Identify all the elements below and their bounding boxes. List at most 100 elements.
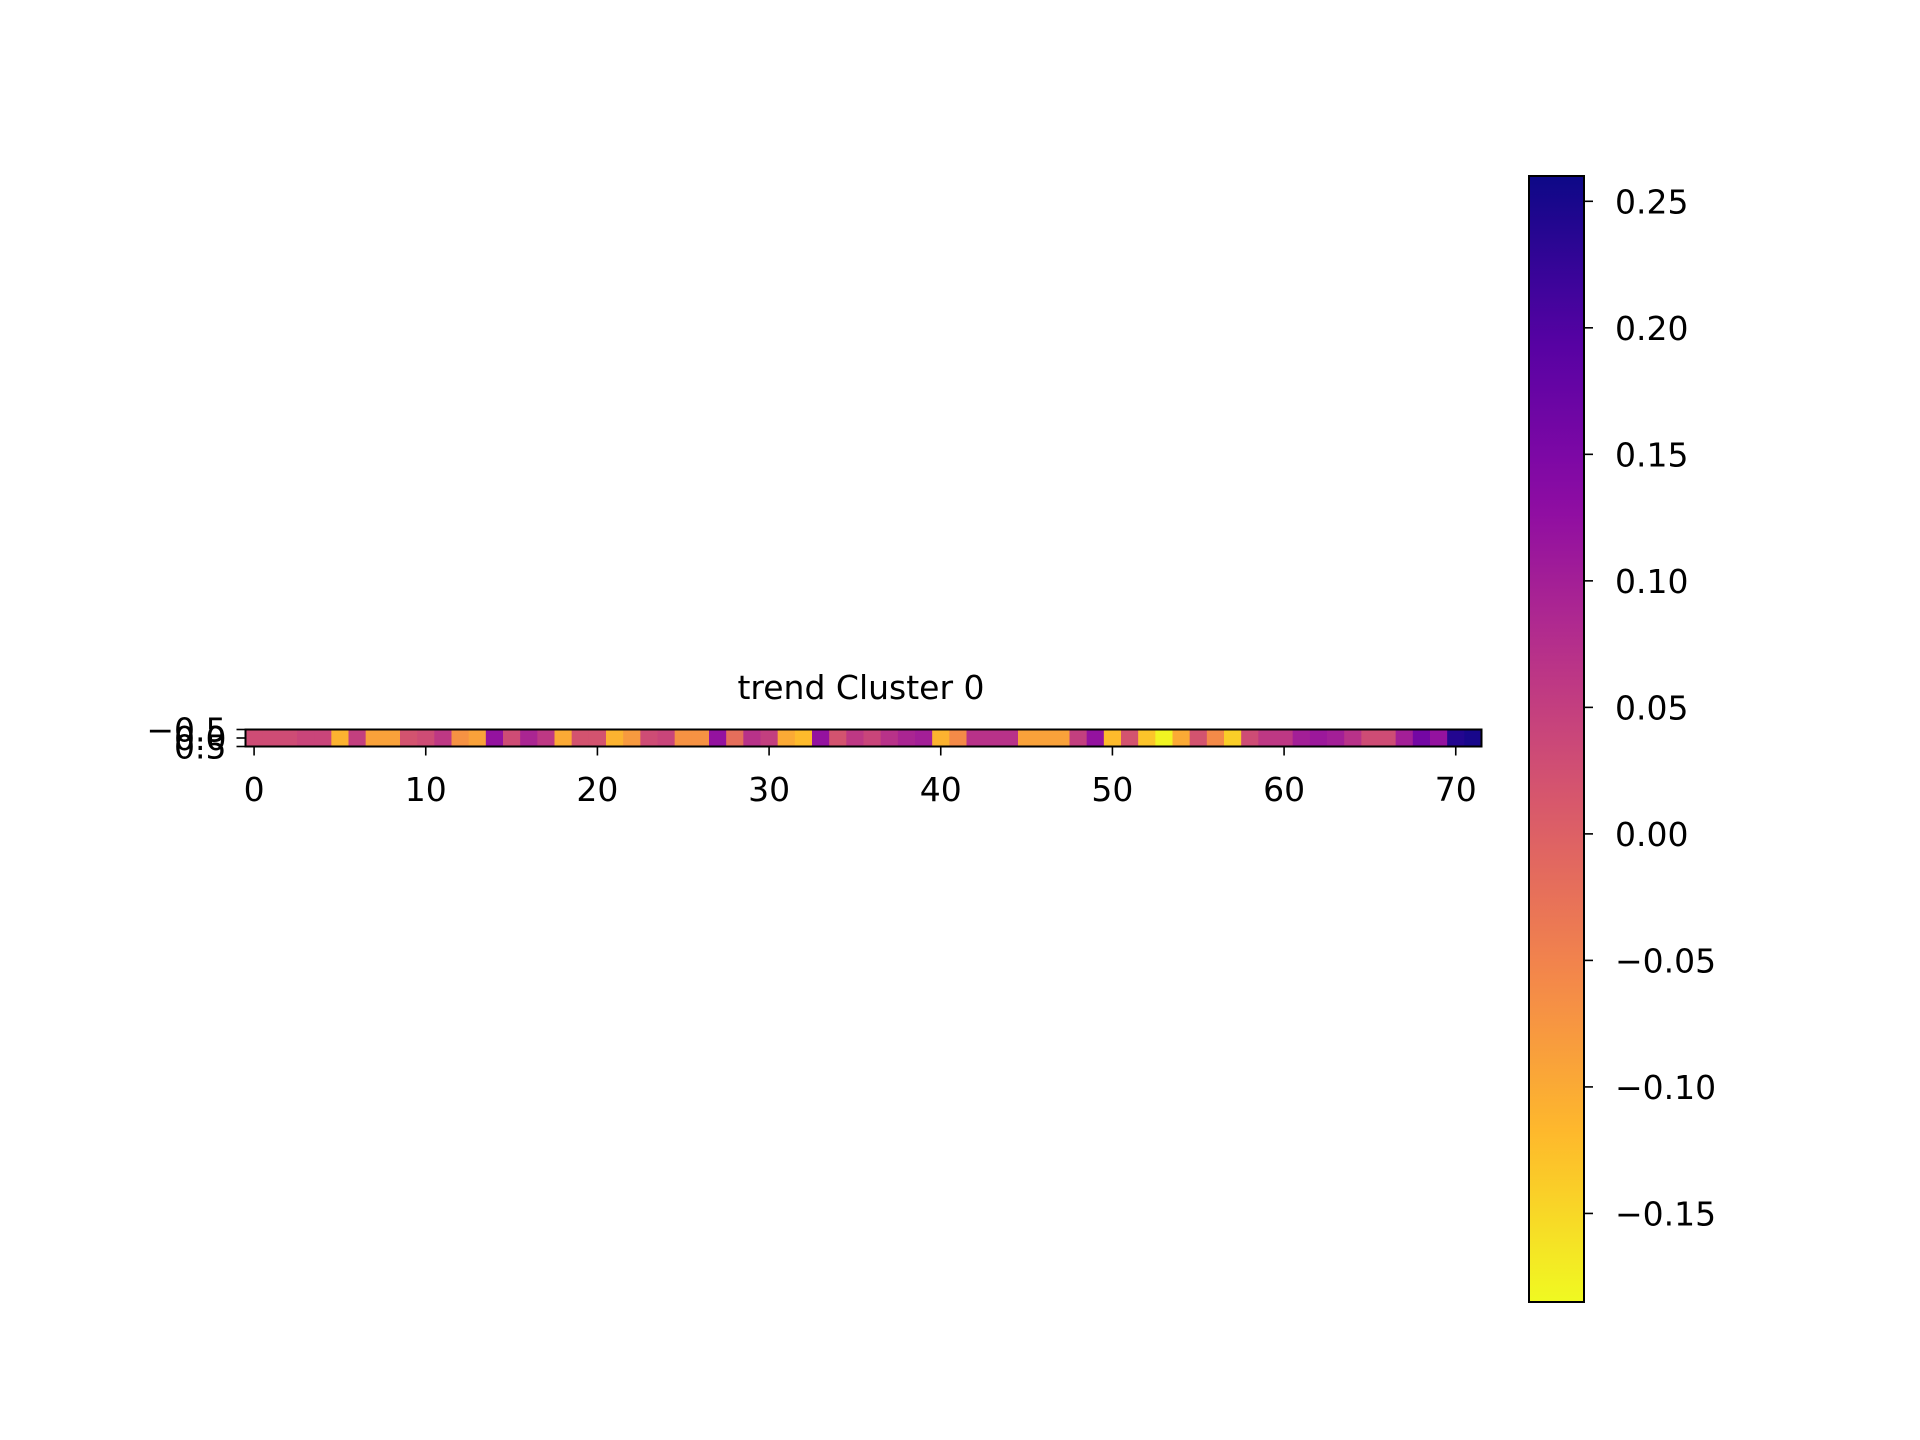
heatmap-cell xyxy=(880,729,899,747)
x-tick-label: 20 xyxy=(576,770,618,809)
heatmap-cell xyxy=(1464,729,1483,747)
heatmap-cell xyxy=(1309,729,1328,747)
colorbar-tick-label: −0.15 xyxy=(1615,1194,1716,1233)
heatmap-cell xyxy=(520,729,538,747)
heatmap-cells xyxy=(245,729,1483,747)
heatmap-cell xyxy=(1344,729,1362,747)
heatmap-cell xyxy=(897,729,916,747)
heatmap-cell xyxy=(966,729,985,747)
heatmap-cell xyxy=(794,729,813,747)
heatmap-cell xyxy=(1361,729,1380,747)
heatmap-cell xyxy=(760,729,779,747)
heatmap-cell xyxy=(279,729,298,747)
heatmap-cell xyxy=(588,729,607,747)
heatmap-cell xyxy=(1430,729,1448,747)
heatmap-cell xyxy=(262,729,281,747)
heatmap-cell xyxy=(400,729,418,747)
heatmap-cell xyxy=(1121,729,1139,747)
heatmap-cell xyxy=(983,729,1002,747)
heatmap-cell xyxy=(1258,729,1277,747)
heatmap-cell xyxy=(1086,729,1105,747)
heatmap-cell xyxy=(468,729,487,747)
heatmap-cell xyxy=(846,729,865,747)
heatmap-cell xyxy=(1241,729,1259,747)
heatmap-cell xyxy=(932,729,950,747)
heatmap-cell xyxy=(829,729,847,747)
heatmap-cell xyxy=(1275,729,1294,747)
x-tick-label: 0 xyxy=(244,770,265,809)
heatmap-cell xyxy=(1327,729,1345,747)
x-tick-label: 70 xyxy=(1435,770,1477,809)
y-axis: −0.50.00.5 xyxy=(146,711,246,767)
y-tick-label: 0.5 xyxy=(174,728,226,767)
heatmap-cell xyxy=(503,729,521,747)
heatmap-cell xyxy=(1138,729,1156,747)
heatmap-cell xyxy=(1395,729,1414,747)
heatmap-cell xyxy=(485,729,504,747)
heatmap-cell xyxy=(674,729,693,747)
x-tick-label: 30 xyxy=(748,770,790,809)
heatmap-cell xyxy=(382,729,401,747)
heatmap-cell xyxy=(1155,729,1174,747)
heatmap-cell xyxy=(245,729,264,747)
colorbar-tick-label: 0.05 xyxy=(1615,688,1688,727)
colorbar-tick-label: −0.05 xyxy=(1615,941,1716,980)
heatmap-cell xyxy=(1000,729,1019,747)
x-tick-label: 50 xyxy=(1091,770,1133,809)
x-tick-label: 60 xyxy=(1263,770,1305,809)
y-tick-label: 0.0 xyxy=(174,719,226,758)
colorbar: 0.25 0.20 0.15 0.10 0.05 0.00 −0.05 −0.10 −0.15 xyxy=(1528,175,1716,1303)
heatmap-cell xyxy=(1292,729,1311,747)
colorbar-tick-label: 0.10 xyxy=(1615,562,1688,601)
heatmap-cell xyxy=(297,729,315,747)
colorbar-tick-label: 0.20 xyxy=(1615,309,1688,348)
heatmap-cell xyxy=(348,729,367,747)
heatmap-cell xyxy=(1224,729,1242,747)
heatmap-cell xyxy=(863,729,882,747)
y-tick-label: −0.5 xyxy=(146,711,226,750)
heatmap-cell xyxy=(949,729,968,747)
heatmap-cell xyxy=(743,729,762,747)
heatmap-cell xyxy=(1172,729,1191,747)
colorbar-gradient xyxy=(1529,176,1584,1302)
chart-title: trend Cluster 0 xyxy=(737,668,984,707)
heatmap-cell xyxy=(417,729,435,747)
colorbar-ticks: 0.25 0.20 0.15 0.10 0.05 0.00 −0.05 −0.10 −0.15 xyxy=(1584,182,1716,1233)
heatmap-cell xyxy=(726,729,744,747)
heatmap-cell xyxy=(331,729,350,747)
heatmap-cell xyxy=(1035,729,1053,747)
heatmap-cell xyxy=(812,729,830,747)
heatmap-cell xyxy=(1206,729,1225,747)
colorbar-frame xyxy=(1528,175,1585,1303)
heatmap-cell xyxy=(571,729,590,747)
heatmap-cell xyxy=(451,729,470,747)
heatmap-cell xyxy=(314,729,332,747)
heatmap-cell xyxy=(554,729,573,747)
heatmap-cell xyxy=(640,729,659,747)
heatmap-cell xyxy=(365,729,384,747)
heatmap-cell xyxy=(1189,729,1208,747)
heatmap-cell xyxy=(777,729,796,747)
heatmap-cell xyxy=(1447,729,1465,747)
heatmap-cell xyxy=(537,729,556,747)
colorbar-tick-label: 0.25 xyxy=(1615,182,1688,221)
heatmap-cell xyxy=(434,729,453,747)
colorbar-tick-label: −0.10 xyxy=(1615,1068,1716,1107)
heatmap-cell xyxy=(1052,729,1071,747)
heatmap-cell xyxy=(915,729,933,747)
heatmap-cell xyxy=(657,729,676,747)
heatmap-cell xyxy=(1018,729,1036,747)
colorbar-tick-label: 0.00 xyxy=(1615,815,1688,854)
x-tick-label: 10 xyxy=(405,770,447,809)
heatmap-cell xyxy=(1412,729,1431,747)
x-axis: 0 10 20 30 40 50 60 70 xyxy=(244,746,1477,809)
x-tick-label: 40 xyxy=(920,770,962,809)
heatmap-cell xyxy=(1103,729,1122,747)
heatmap-cell xyxy=(691,729,710,747)
heatmap-cell xyxy=(606,729,624,747)
heatmap-cell xyxy=(709,729,727,747)
colorbar-tick-label: 0.15 xyxy=(1615,435,1688,474)
heatmap-cell xyxy=(1378,729,1397,747)
heatmap-cell xyxy=(623,729,641,747)
